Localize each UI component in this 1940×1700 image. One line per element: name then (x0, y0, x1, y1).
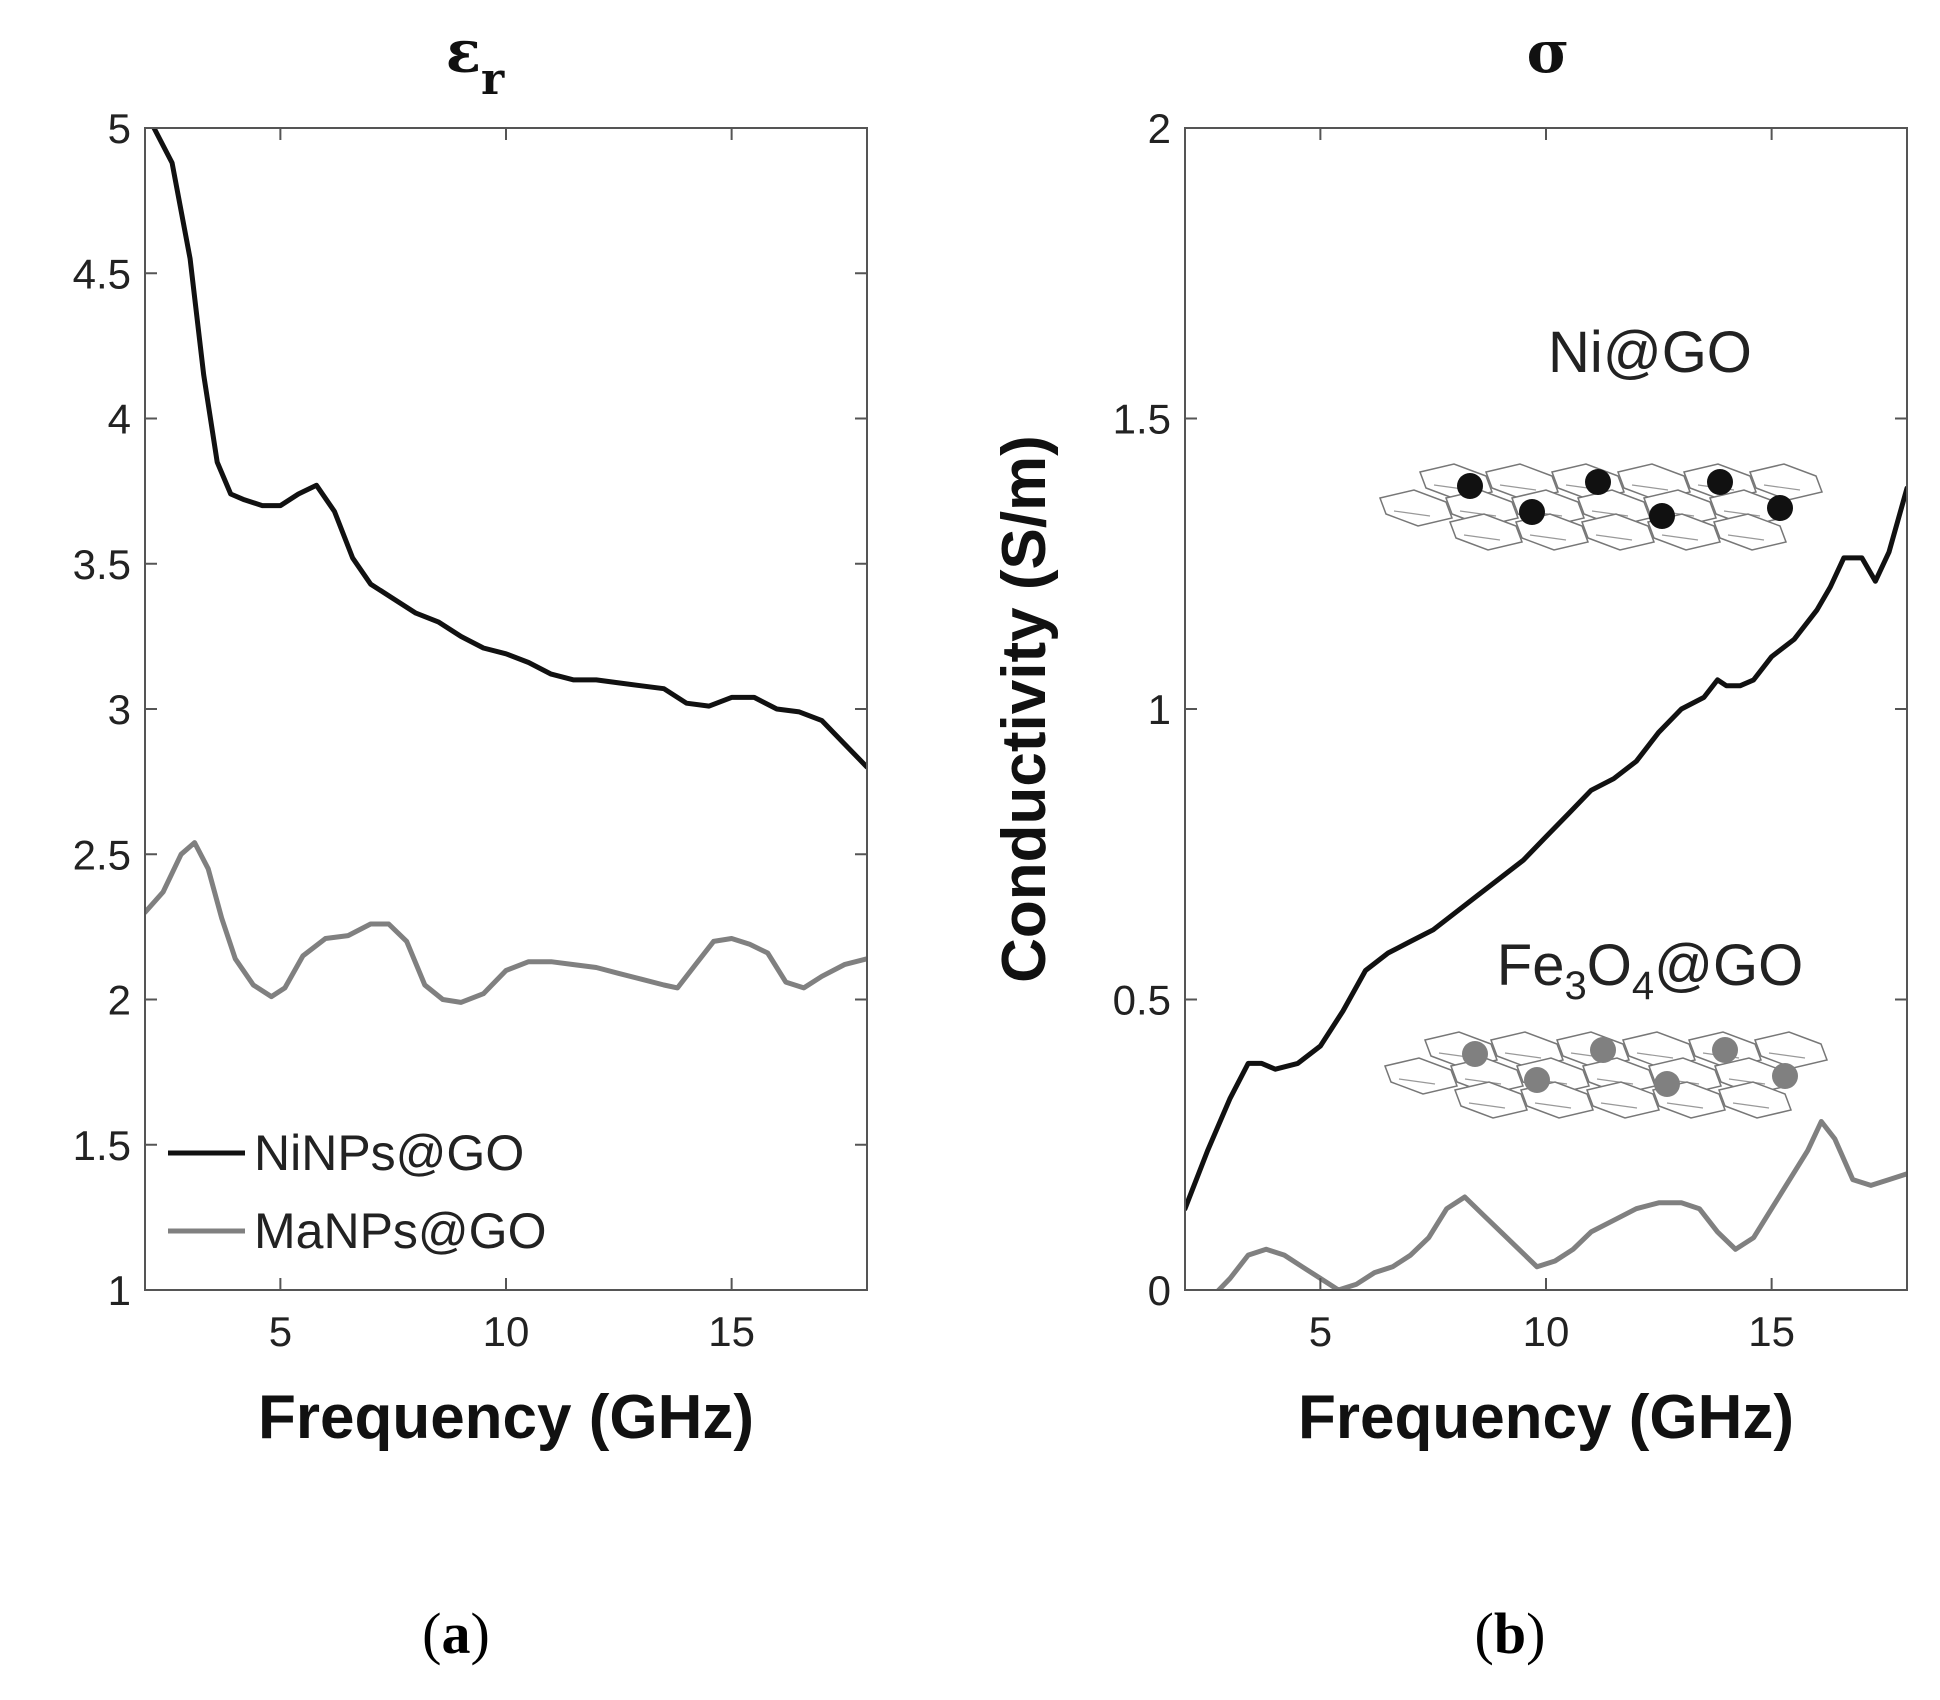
graphene-bond (1468, 1102, 1506, 1109)
graphene-bond (1600, 1102, 1638, 1109)
panel-b-plot-frame (1184, 127, 1908, 1291)
nanoparticle-dot (1524, 1067, 1550, 1093)
graphene-bond (1728, 1078, 1766, 1085)
graphene-bond (1732, 1102, 1770, 1109)
panel-b-x-tick-label: 10 (1523, 1308, 1570, 1355)
fe3o4-nanoparticles (1462, 1037, 1798, 1097)
panel-a-y-tick-label: 3 (108, 686, 131, 733)
panel-b-series-fe3o4-go-line (1215, 1119, 1907, 1290)
graphene-bond (1768, 1052, 1806, 1059)
panel-a-x-tick-label: 15 (708, 1308, 755, 1355)
graphene-bond (1595, 534, 1633, 541)
panel-a-x-tick-label: 10 (483, 1308, 530, 1355)
panel-b-x-tick-label: 5 (1309, 1308, 1332, 1355)
graphene-bond (1534, 1102, 1572, 1109)
graphene-bond (1591, 510, 1629, 517)
graphene-hexagon (1580, 513, 1656, 551)
panel-a-marks (145, 128, 867, 1005)
graphene-bond (1459, 510, 1497, 517)
panel-b-series-ni-go-line (1185, 485, 1907, 1212)
graphene-bond (1631, 484, 1669, 491)
graphene-hexagon (1712, 513, 1788, 551)
graphene-bond (1464, 1078, 1502, 1085)
nanoparticle-dot (1707, 469, 1733, 495)
graphene-bond (1763, 484, 1801, 491)
panel-a-x-tick-label: 5 (269, 1308, 292, 1355)
panel-a-series-ninps-go-line (151, 128, 867, 770)
ni-nanoparticles (1457, 469, 1793, 529)
nanoparticle-dot (1457, 473, 1483, 499)
fe3o4-go-structure-illustration (1383, 1031, 1829, 1119)
panel-a-y-tick-label: 2 (108, 977, 131, 1024)
graphene-hexagon (1448, 513, 1524, 551)
panel-a-y-tick-label: 1 (108, 1267, 131, 1314)
panel-a-y-tick-label: 4 (108, 396, 131, 443)
panel-b-title: σ (1527, 18, 1570, 86)
panel-b-y-tick-label: 0.5 (1113, 977, 1171, 1024)
graphene-bond (1529, 534, 1567, 541)
panel-b-marks (1185, 485, 1907, 1290)
graphene-bond (1463, 534, 1501, 541)
panel-b-y-tick-label: 0 (1148, 1267, 1171, 1314)
panel-a-y-tick-label: 1.5 (73, 1122, 131, 1169)
annotation-ni-go: Ni@GO (1548, 320, 1752, 385)
panel-a-plot-frame (144, 127, 868, 1291)
panel-b-y-tick-label: 1.5 (1113, 396, 1171, 443)
panel-a-chart: 5 10 15 1 1.5 2 2.5 3 3.5 4 4.5 5 εr Frequency (GHz… (73, 18, 868, 1666)
panel-a-y-tick-label: 2.5 (73, 831, 131, 878)
panel-a-caption: (a) (422, 1601, 490, 1666)
nanoparticle-dot (1767, 495, 1793, 521)
fe3o4-go-graphene-sheet (1383, 1031, 1829, 1119)
graphene-hexagon (1378, 489, 1454, 527)
nanoparticle-dot (1712, 1037, 1738, 1063)
graphene-bond (1727, 534, 1765, 541)
graphene-hexagon (1748, 463, 1824, 501)
panel-b-y-tick-label: 2 (1148, 105, 1171, 152)
ni-go-structure-illustration (1378, 463, 1824, 551)
panel-a-title: εr (446, 18, 505, 105)
panel-a-y-tick-label: 5 (108, 105, 131, 152)
nanoparticle-dot (1585, 469, 1611, 495)
legend-label-ninps: NiNPs@GO (254, 1125, 524, 1181)
graphene-bond (1398, 1078, 1436, 1085)
panel-a-x-axis-title: Frequency (GHz) (258, 1383, 754, 1452)
nanoparticle-dot (1649, 503, 1675, 529)
graphene-bond (1661, 534, 1699, 541)
panel-a-legend: NiNPs@GO MaNPs@GO (168, 1125, 546, 1259)
graphene-bond (1504, 1052, 1542, 1059)
panel-a-y-tick-label: 4.5 (73, 250, 131, 297)
graphene-bond (1499, 484, 1537, 491)
panel-a-y-tick-label: 3.5 (73, 541, 131, 588)
nanoparticle-dot (1519, 499, 1545, 525)
nanoparticle-dot (1590, 1037, 1616, 1063)
graphene-bond (1393, 510, 1431, 517)
panel-b-x-tick-label: 15 (1748, 1308, 1795, 1355)
nanoparticle-dot (1772, 1063, 1798, 1089)
graphene-hexagon (1453, 1081, 1529, 1119)
panel-a-series-manps-go-line (145, 840, 867, 1005)
graphene-bond (1596, 1078, 1634, 1085)
graphene-hexagon (1753, 1031, 1829, 1069)
nanoparticle-dot (1654, 1071, 1680, 1097)
panel-a-title-subscript: r (481, 54, 505, 105)
panel-a-ticks: 5 10 15 1 1.5 2 2.5 3 3.5 4 4.5 5 (73, 105, 867, 1355)
graphene-hexagon (1585, 1081, 1661, 1119)
legend-label-manps: MaNPs@GO (254, 1203, 546, 1259)
annotation-fe3o4-go: Fe3O4@GO (1497, 933, 1803, 1008)
panel-b-ticks: 5 10 15 0 0.5 1 1.5 2 (1113, 105, 1907, 1355)
graphene-bond (1636, 1052, 1674, 1059)
panel-b-x-axis-title: Frequency (GHz) (1298, 1383, 1794, 1452)
graphene-hexagon (1383, 1057, 1459, 1095)
nanoparticle-dot (1462, 1041, 1488, 1067)
panel-b-y-tick-label: 1 (1148, 686, 1171, 733)
graphene-bond (1666, 1102, 1704, 1109)
panel-b-caption: (b) (1475, 1601, 1546, 1666)
graphene-bond (1723, 510, 1761, 517)
panel-b-y-axis-title: Conductivity (S/m) (990, 435, 1059, 983)
graphene-hexagon (1717, 1081, 1793, 1119)
panel-b-chart: 5 10 15 0 0.5 1 1.5 2 σ Frequency (GHz) Conduct… (990, 18, 1908, 1666)
